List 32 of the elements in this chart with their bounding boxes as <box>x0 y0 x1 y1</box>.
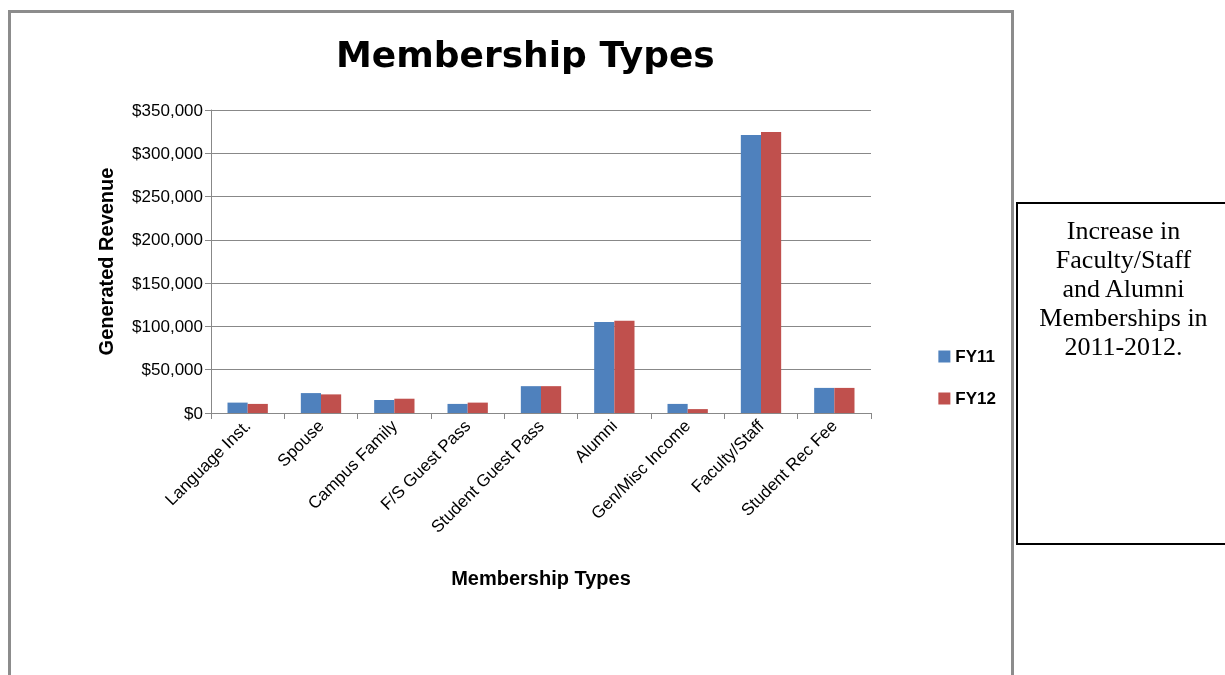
bar <box>814 387 835 413</box>
bar <box>227 402 248 413</box>
bar <box>467 402 488 413</box>
bar <box>247 403 268 413</box>
bar <box>300 393 321 413</box>
bar <box>594 322 615 413</box>
bar <box>374 400 395 413</box>
y-axis-title: Generated Revenue <box>95 167 117 356</box>
y-tick-label: $350,000 <box>132 100 203 120</box>
bar <box>321 394 342 413</box>
y-tick-label: $200,000 <box>132 230 203 250</box>
y-tick-label: $250,000 <box>132 187 203 207</box>
bar <box>447 403 468 413</box>
bar <box>394 398 415 413</box>
bar <box>834 387 855 413</box>
y-tick-label: $150,000 <box>132 273 203 293</box>
bar <box>740 135 761 413</box>
bar <box>761 132 782 413</box>
text: Increase in Faculty/Staff and Alumni Memberships in 2011-2012. <box>1016 202 1225 545</box>
x-axis-title: Membership Types <box>451 567 631 589</box>
y-tick-label: $100,000 <box>132 316 203 336</box>
bar <box>520 386 541 413</box>
y-tick-label: $50,000 <box>141 360 203 380</box>
bar <box>541 386 562 413</box>
legend-label: FY12 <box>955 389 997 408</box>
bar <box>667 403 688 413</box>
y-tick-label: $300,000 <box>132 143 203 163</box>
bar <box>614 320 635 413</box>
legend-label: FY11 <box>955 347 996 366</box>
y-tick-label: $0 <box>184 403 203 423</box>
chart-title: Membership Types <box>336 33 715 75</box>
bar <box>687 409 708 413</box>
